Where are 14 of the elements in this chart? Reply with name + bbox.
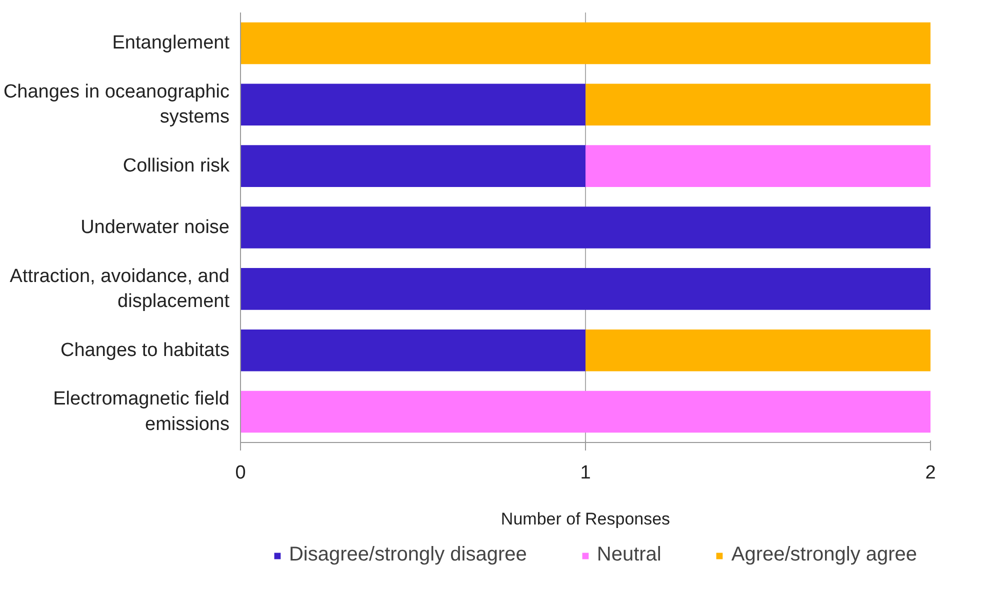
y-tick-label: Changes to habitats <box>60 340 230 361</box>
legend-label: Disagree/strongly disagree <box>288 544 527 566</box>
x-tick-label: 2 <box>925 462 936 484</box>
y-tick-label: Underwater noise <box>80 217 230 238</box>
y-tick-label: Electromagnetic field emissions <box>53 388 230 435</box>
x-tick-label: 1 <box>580 462 591 484</box>
y-tick-label: Collision risk <box>122 156 230 177</box>
y-tick-label: Attraction, avoidance, and displacement <box>10 266 230 312</box>
x-axis-title: Number of Responses <box>500 510 670 528</box>
x-tick-label: 0 <box>235 462 246 484</box>
legend-label: Neutral <box>596 544 662 566</box>
y-tick-label: Changes in oceanographic systems <box>3 82 230 128</box>
y-tick-label: Entanglement <box>112 32 230 54</box>
legend-label: Agree/strongly agree <box>731 544 918 566</box>
